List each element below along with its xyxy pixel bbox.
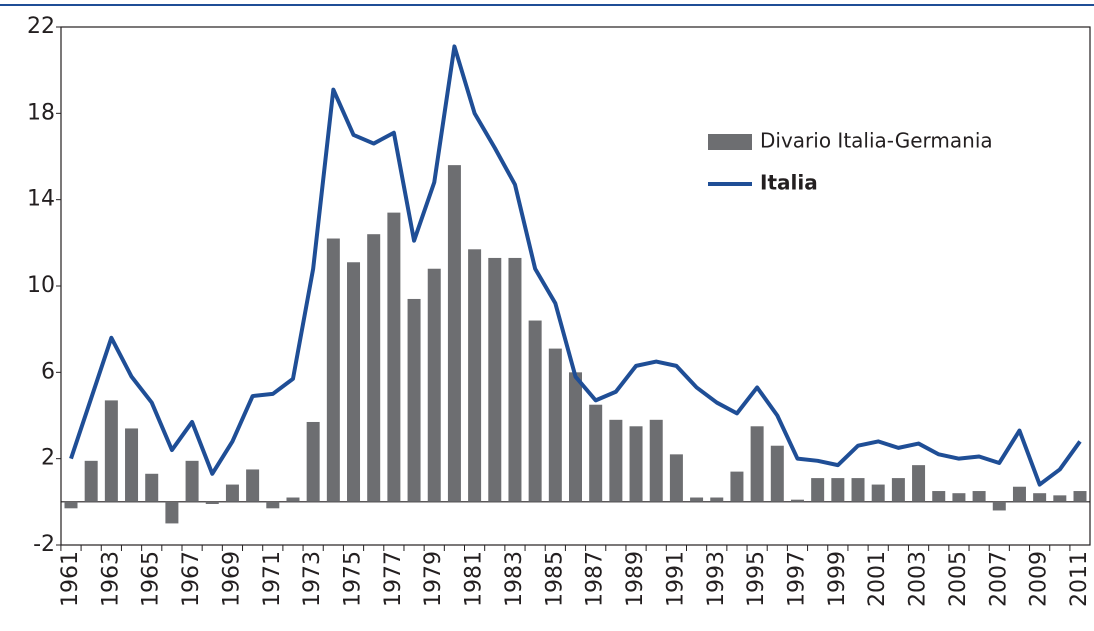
bar [912,465,926,502]
bar [710,497,724,502]
x-tick-label: 1983 [502,551,527,607]
bar [750,426,764,502]
x-tick-label: 1999 [825,551,850,607]
bar [1053,495,1067,502]
bar [387,212,401,502]
bar [871,484,885,502]
x-tick-label: 1991 [663,551,688,607]
bar [589,404,603,502]
bar [145,473,159,502]
x-tick-label: 1971 [260,551,285,607]
bar [891,478,905,502]
x-tick-label: 1987 [583,551,608,607]
y-tick-label: 14 [27,187,55,212]
x-tick-label: 1997 [784,551,809,607]
legend-label: Divario Italia-Germania [760,129,993,153]
x-tick-label: 1995 [744,551,769,607]
x-tick-label: 2003 [906,551,931,607]
x-tick-label: 2009 [1027,551,1052,607]
bar [266,501,280,509]
bar [770,445,784,502]
bar [1012,486,1026,502]
y-tick-label: 2 [41,446,55,471]
bar [932,491,946,502]
x-tick-label: 1973 [300,551,325,607]
x-tick-label: 1975 [341,551,366,607]
bar [427,268,441,502]
bar [508,257,522,502]
y-tick-label: 18 [27,100,55,125]
bar [649,419,663,502]
bar [569,372,582,502]
x-tick-label: 1977 [381,551,406,607]
y-tick-label: 10 [27,273,55,298]
bar [548,348,562,502]
x-tick-label: 2005 [946,551,971,607]
bar [609,419,623,502]
legend-label: Italia [760,171,818,195]
bar [468,249,482,502]
bar [790,499,804,502]
y-tick-label: 22 [27,14,55,39]
bar [246,469,260,502]
x-tick-label: 2001 [865,551,890,607]
x-tick-label: 1993 [704,551,729,607]
bar [669,454,683,502]
x-tick-label: 1963 [98,551,123,607]
bar [528,320,542,502]
x-tick-label: 1967 [179,551,204,607]
bar [831,478,845,502]
bar [185,460,199,502]
bar [972,491,986,502]
bar [286,497,300,502]
bar [447,165,461,502]
bar [1033,493,1047,502]
x-tick-label: 2007 [986,551,1011,607]
bar [992,501,1006,511]
bar [326,238,340,502]
x-tick-label: 1981 [462,551,487,607]
bar [125,428,139,502]
bar [730,471,744,502]
bar [205,501,219,504]
bar [407,298,421,502]
bar [225,484,239,502]
bar [1073,491,1087,502]
bar [851,478,865,502]
bar [488,257,502,502]
line [69,44,1082,487]
x-tick-label: 1989 [623,551,648,607]
bar [165,501,179,524]
x-tick-label: 1985 [542,551,567,607]
bar [104,400,118,502]
x-tick-label: 1961 [58,551,83,607]
bar [306,421,320,502]
x-tick-label: 1979 [421,551,446,607]
x-tick-label: 1969 [219,551,244,607]
bar [690,497,704,502]
y-tick-label: -2 [33,532,55,557]
bar [952,493,966,502]
bar [629,426,643,502]
legend-swatch [708,134,752,150]
bar [64,501,78,509]
y-tick-label: 6 [41,359,55,384]
bar [347,262,361,502]
x-tick-label: 1965 [139,551,164,607]
bar [811,478,825,502]
bar [367,234,381,502]
bar [84,460,98,502]
x-tick-label: 2011 [1067,551,1092,607]
